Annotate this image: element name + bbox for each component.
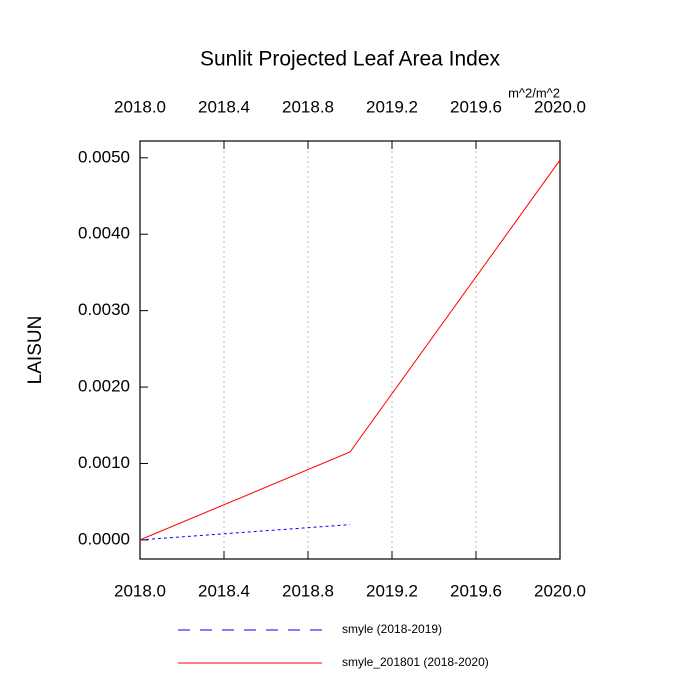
x-tick-label: 2018.0 [114,581,166,600]
y-tick-label: 0.0050 [78,147,130,166]
x-tick-label-top: 2018.8 [282,97,334,116]
legend-label: smyle_201801 (2018-2020) [342,655,489,669]
x-tick-label: 2018.4 [198,581,250,600]
chart-title: Sunlit Projected Leaf Area Index [200,48,501,71]
series-line [139,159,561,541]
x-tick-label-top: 2018.4 [198,97,250,116]
x-tick-label-top: 2019.6 [450,97,502,116]
legend-label: smyle (2018-2019) [342,622,442,636]
x-tick-label: 2018.8 [282,581,334,600]
x-tick-label: 2019.6 [450,581,502,600]
x-tick-label: 2019.2 [366,581,418,600]
x-tick-label-top: 2018.0 [114,97,166,116]
units-label: m^2/m^2 [508,85,560,100]
y-axis-label: LAISUN [25,316,46,385]
x-tick-label: 2020.0 [534,581,586,600]
y-tick-label: 0.0010 [78,453,130,472]
x-tick-label-top: 2019.2 [366,97,418,116]
y-tick-label: 0.0000 [78,529,130,548]
y-tick-label: 0.0020 [78,377,130,396]
x-tick-label-top: 2020.0 [534,97,586,116]
y-tick-label: 0.0030 [78,300,130,319]
series-line [139,524,351,541]
plot-frame [139,140,561,560]
y-tick-label: 0.0040 [78,224,130,243]
